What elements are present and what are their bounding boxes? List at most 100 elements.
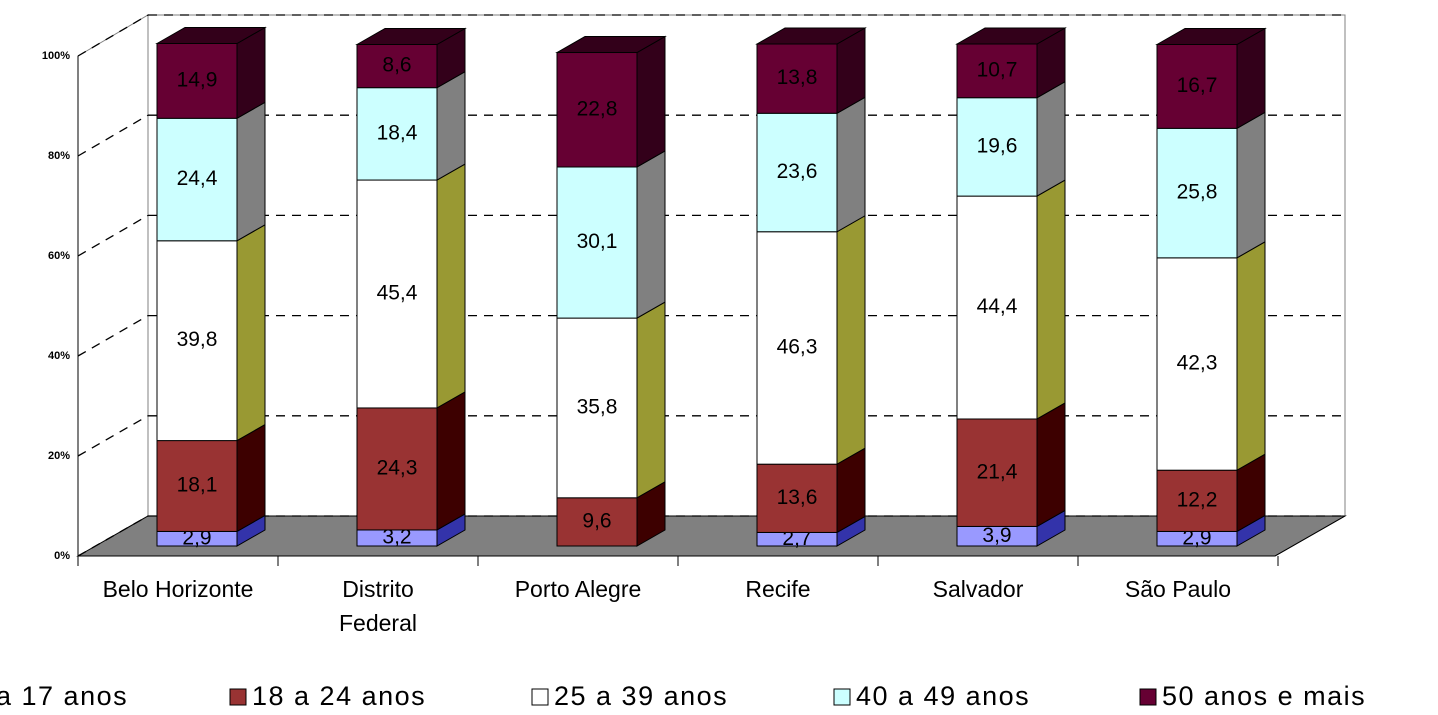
data-label: 3,2 — [382, 526, 411, 549]
data-label: 24,4 — [177, 167, 218, 190]
bar-side — [1036, 80, 1066, 197]
bar-segment — [756, 231, 838, 465]
y-tick-label: 80% — [48, 150, 70, 162]
bar-segment — [956, 195, 1038, 420]
bar-top — [955, 27, 1067, 45]
data-label: 21,4 — [977, 460, 1018, 483]
data-label: 24,3 — [377, 456, 418, 479]
y-tick-label: 20% — [48, 450, 70, 462]
legend-swatch — [833, 688, 851, 706]
floor-edge — [1274, 515, 1346, 557]
data-label: 18,1 — [177, 474, 218, 497]
side-wall — [77, 14, 149, 557]
bar-side — [436, 70, 466, 181]
data-label: 13,6 — [777, 486, 818, 509]
bar-segment — [956, 97, 1038, 197]
legend-label: 40 a 49 anos — [856, 681, 1030, 711]
bar-segment — [356, 179, 438, 409]
data-label: 8,6 — [382, 54, 411, 77]
bar-segment — [756, 43, 838, 114]
bar-top — [355, 28, 467, 46]
grid-line-side — [77, 515, 149, 557]
data-label: 39,8 — [177, 328, 218, 351]
floor — [76, 515, 1347, 557]
bar-segment — [1156, 127, 1238, 259]
legend-label: 18 a 24 anos — [252, 681, 426, 711]
x-tick-label: Recife — [745, 576, 811, 602]
data-label: 2,9 — [1182, 526, 1211, 549]
y-tick-label: 40% — [48, 350, 70, 362]
legend-label: 50 anos e mais — [1162, 681, 1366, 711]
bar-side — [836, 96, 866, 233]
y-tick-label: 100% — [42, 50, 70, 62]
data-label: 42,3 — [1177, 352, 1218, 375]
data-label: 9,6 — [582, 509, 611, 532]
grid-line-side — [77, 14, 149, 57]
bar-segment — [556, 317, 638, 499]
data-label: 25,8 — [1177, 181, 1218, 204]
data-label: 14,9 — [177, 68, 218, 91]
bar-segment — [956, 418, 1038, 527]
data-label: 44,4 — [977, 295, 1018, 318]
data-label: 35,8 — [577, 395, 618, 418]
x-tick-label: Porto Alegre — [514, 576, 642, 602]
bar-side — [1036, 179, 1066, 420]
y-tick-label: 0% — [54, 550, 70, 562]
bar-side — [1236, 111, 1266, 259]
data-label: 16,7 — [1177, 74, 1218, 97]
legend-swatch — [229, 688, 247, 706]
bar-top — [755, 27, 867, 45]
bar-side — [1236, 240, 1266, 472]
bar-segment — [1156, 257, 1238, 471]
data-label: 22,8 — [577, 97, 618, 120]
y-tick-label: 60% — [48, 250, 70, 262]
legend-swatch — [531, 688, 549, 706]
grid-line-side — [77, 114, 149, 157]
bar-side — [236, 223, 266, 442]
bar-segment — [356, 407, 438, 531]
bar-side — [436, 391, 466, 531]
x-tick-label: Distrito Federal — [339, 576, 417, 636]
data-label: 19,6 — [977, 134, 1018, 157]
bar-top — [155, 26, 267, 44]
data-label: 12,2 — [1177, 488, 1218, 511]
data-label: 30,1 — [577, 230, 618, 253]
data-label: 3,9 — [982, 524, 1011, 547]
bar-side — [436, 163, 466, 409]
x-tick-label: Belo Horizonte — [102, 576, 254, 602]
bar-side — [636, 35, 666, 168]
bar-side — [236, 423, 266, 533]
bar-top — [555, 36, 667, 54]
legend-swatch — [1139, 688, 1157, 706]
legend-label: a 17 anos — [0, 681, 128, 711]
data-label: 46,3 — [777, 336, 818, 359]
bar-side — [1036, 402, 1066, 528]
bar-segment — [756, 112, 838, 233]
bar-side — [236, 101, 266, 242]
bar-segment — [356, 44, 438, 89]
bar-segment — [556, 497, 638, 547]
legend-label: 25 a 39 anos — [554, 681, 728, 711]
bar-side — [1236, 27, 1266, 130]
grid-line-side — [77, 315, 149, 357]
x-tick-label: São Paulo — [1124, 576, 1232, 602]
data-label: 10,7 — [977, 58, 1018, 81]
bar-segment — [156, 240, 238, 442]
bar-segment — [156, 440, 238, 532]
grid-line-side — [77, 214, 149, 257]
bar-segment — [956, 43, 1038, 99]
bar-side — [636, 301, 666, 499]
bar-side — [836, 214, 866, 466]
data-label: 23,6 — [777, 160, 818, 183]
data-label: 45,4 — [377, 282, 418, 305]
grid-line-side — [77, 415, 149, 457]
data-label: 13,8 — [777, 66, 818, 89]
bar-segment — [756, 463, 838, 533]
bar-segment — [556, 166, 638, 319]
data-label: 2,9 — [182, 526, 211, 549]
bar-segment — [156, 117, 238, 242]
bar-side — [636, 150, 666, 319]
data-label: 18,4 — [377, 121, 418, 144]
